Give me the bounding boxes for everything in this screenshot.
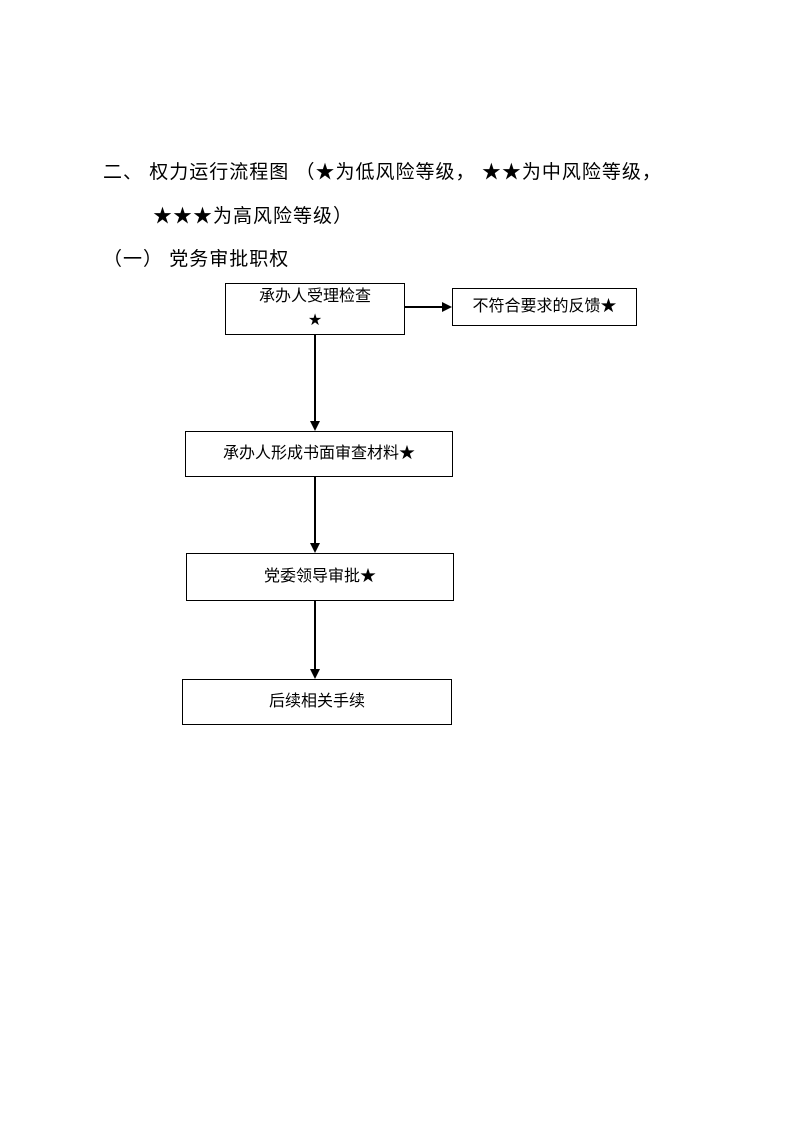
- flow-node-followup-procedures: 后续相关手续: [182, 679, 452, 725]
- heading-line-1: 二、 权力运行流程图 （★为低风险等级， ★★为中风险等级，: [103, 157, 662, 184]
- flow-node-leadership-approval: 党委领导审批★: [186, 553, 454, 601]
- flow-edge-arrowhead: [310, 543, 320, 553]
- flow-edge-line: [314, 335, 316, 421]
- flowchart-container: 承办人受理检查 ★ 不符合要求的反馈★ 承办人形成书面审查材料★ 党委领导审批★…: [0, 283, 800, 783]
- flow-node-label: 党委领导审批★: [264, 565, 376, 589]
- flow-edge-line: [314, 601, 316, 669]
- flow-node-risk-star: ★: [308, 309, 322, 333]
- flow-node-label: 承办人形成书面审查材料★: [223, 442, 415, 466]
- flow-node-acceptance-check: 承办人受理检查 ★: [225, 283, 405, 335]
- flow-edge-arrowhead: [442, 302, 452, 312]
- flow-node-label: 不符合要求的反馈★: [472, 295, 616, 319]
- flow-edge-line: [405, 306, 443, 308]
- heading-line-3: （一） 党务审批职权: [103, 244, 289, 271]
- flow-node-label: 后续相关手续: [269, 690, 365, 714]
- flow-node-noncompliant-feedback: 不符合要求的反馈★: [452, 288, 637, 326]
- flow-node-label: 承办人受理检查: [259, 285, 371, 309]
- flow-node-written-review: 承办人形成书面审查材料★: [185, 431, 453, 477]
- heading-line-2: ★★★为高风险等级）: [153, 201, 353, 228]
- flow-edge-arrowhead: [310, 421, 320, 431]
- flow-edge-line: [314, 477, 316, 543]
- flow-edge-arrowhead: [310, 669, 320, 679]
